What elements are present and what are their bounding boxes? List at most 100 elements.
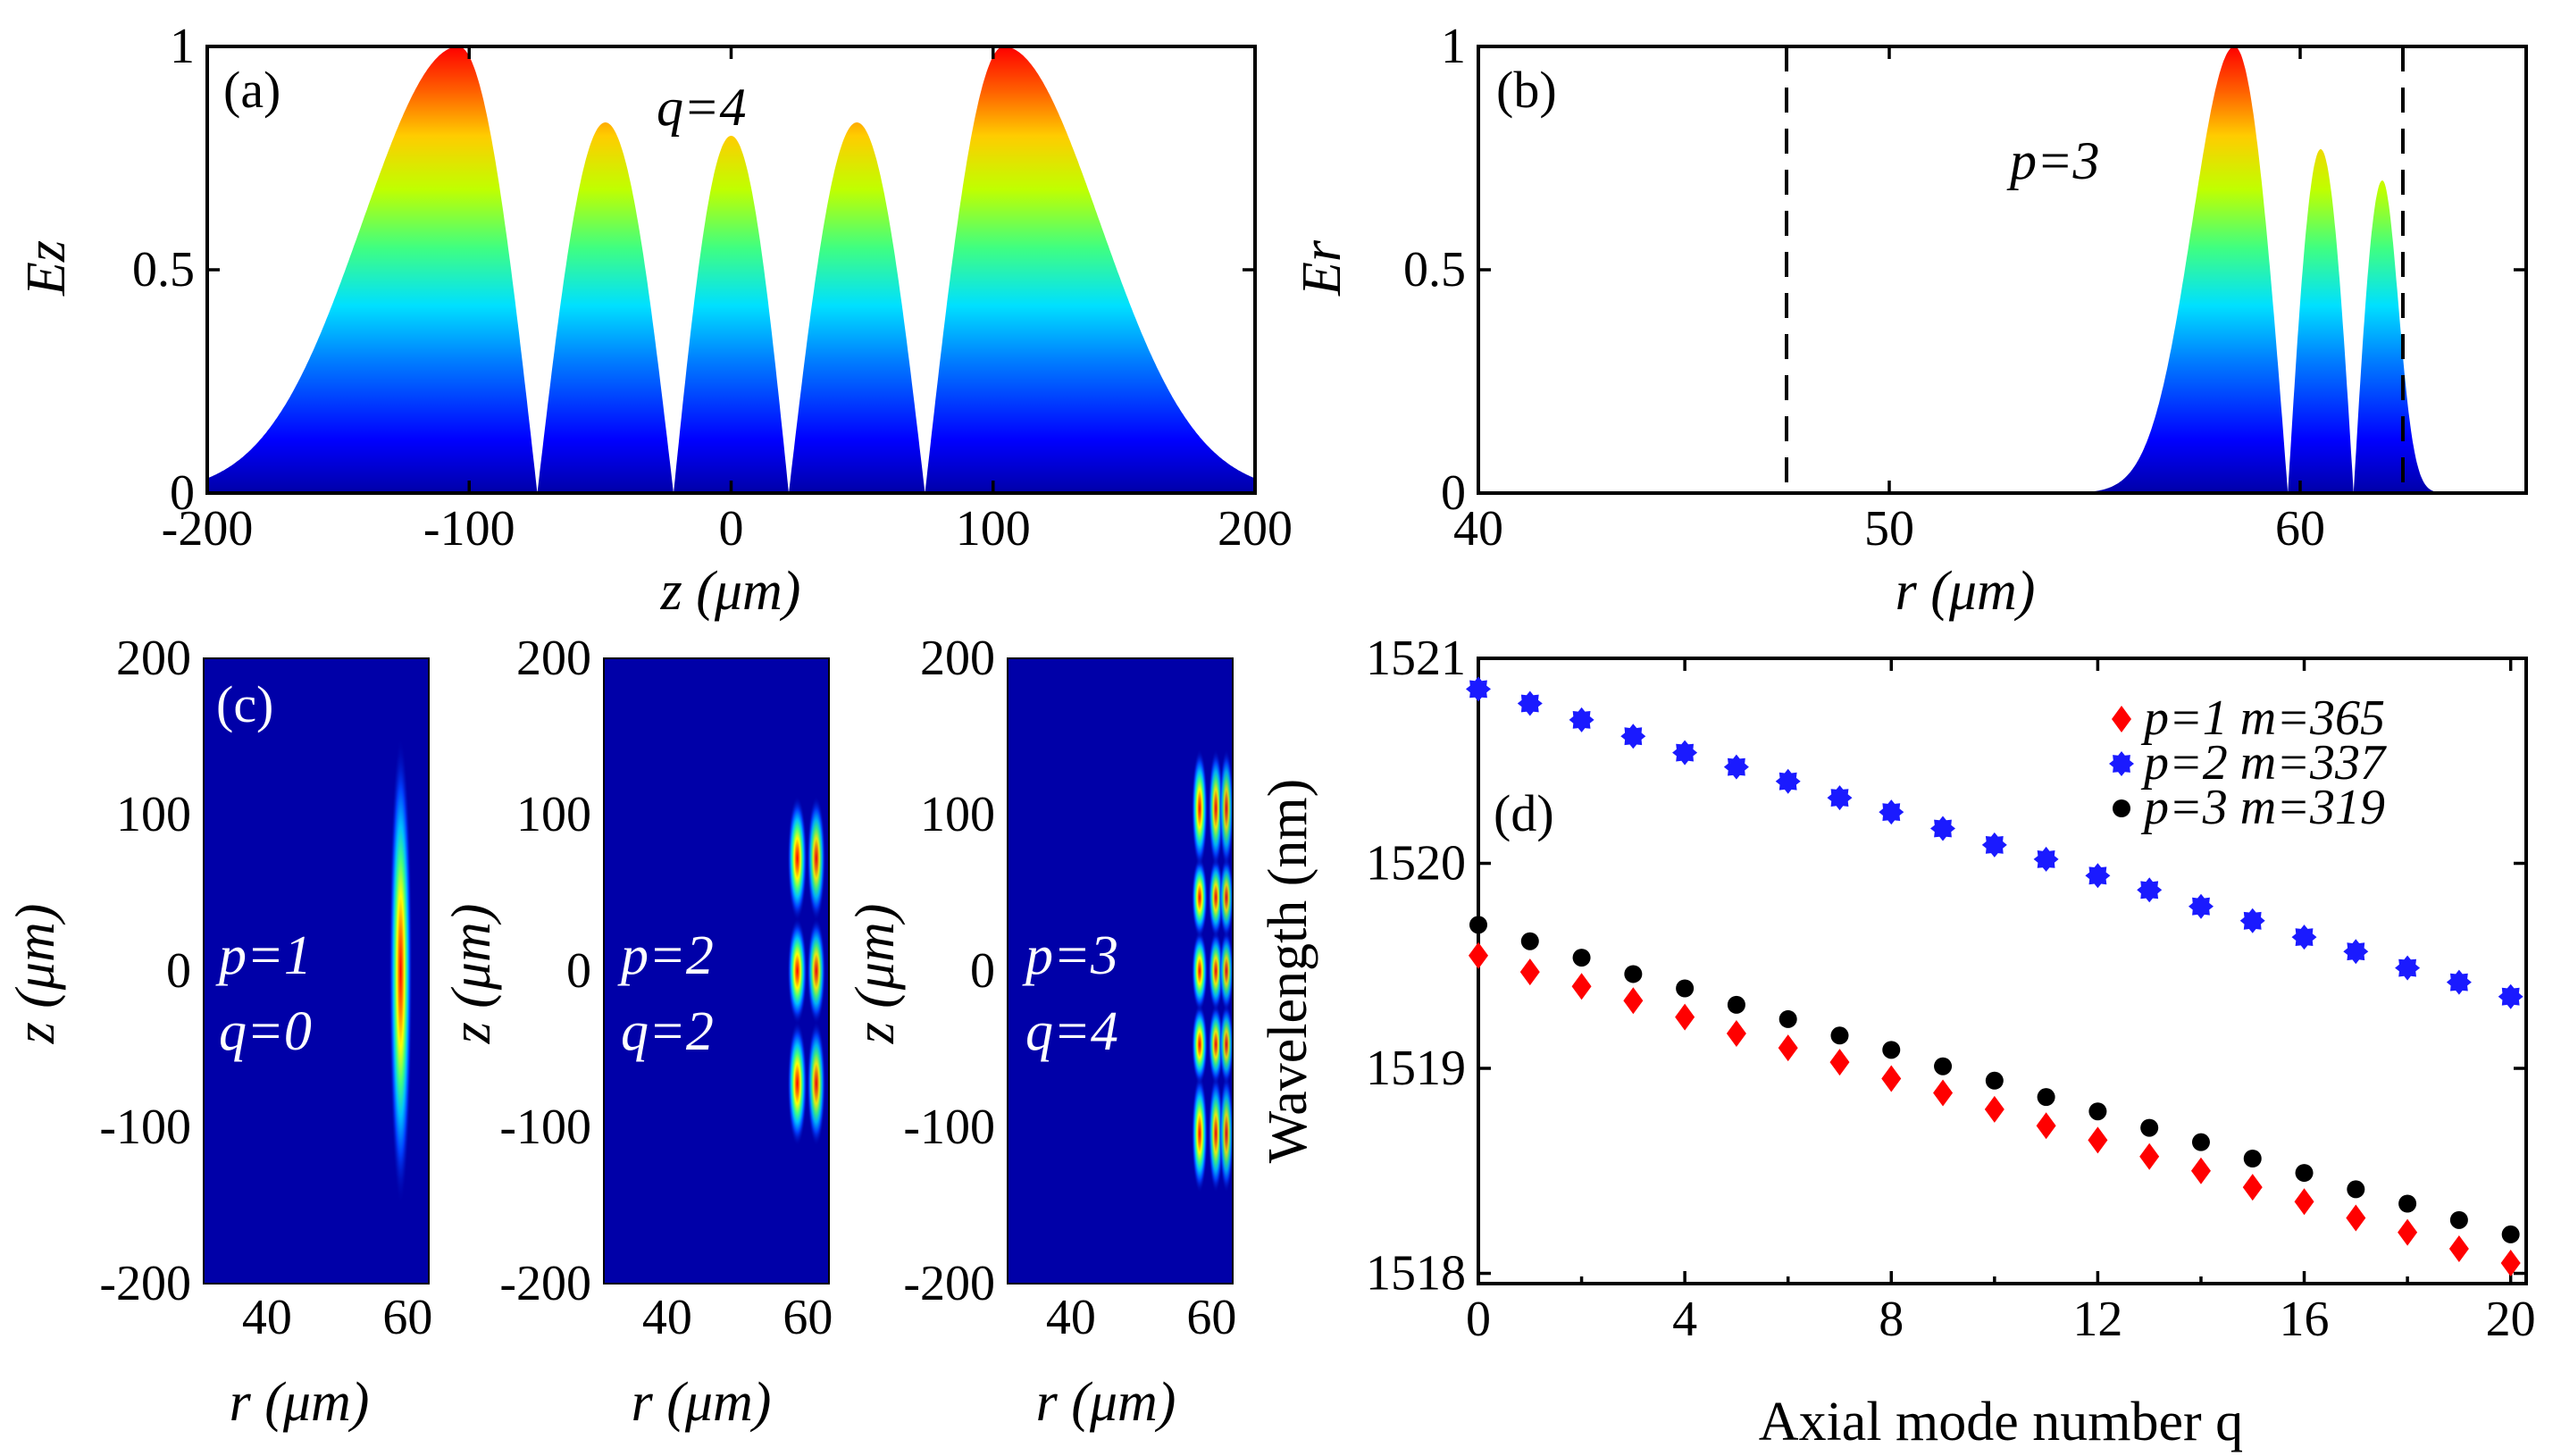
data-point [1981, 832, 2007, 858]
heatmap-lobe [807, 796, 826, 921]
data-point [1676, 979, 1695, 998]
series-p1 [1469, 941, 2521, 1277]
data-point [1879, 799, 1904, 825]
data-point [1469, 941, 1488, 969]
panel-d-ytick: 1519 [1366, 1041, 1466, 1096]
data-point [2088, 1126, 2108, 1154]
map-1-q-label: q=0 [219, 1001, 312, 1062]
map-3-xtick: 60 [1186, 1290, 1236, 1345]
panel-a-ytick: 1 [170, 19, 195, 74]
map-3-ytick: -200 [903, 1256, 995, 1311]
panel-a-chart: -200 -100 0 100 200 0 0.5 1 z (μm) Ez (a… [16, 19, 1293, 622]
heatmap-lobe [1218, 930, 1234, 1012]
map-2-ytick: 0 [566, 943, 591, 999]
legend-marker-p2 [2109, 751, 2134, 776]
panel-b-annotation: p=3 [2006, 131, 2100, 190]
panel-a-ytick: 0.5 [132, 242, 195, 297]
data-point [2085, 863, 2111, 889]
heatmap-frame [1007, 657, 1234, 1284]
map-1-xlabel: r (μm) [230, 1372, 370, 1433]
map-2-xlabel: r (μm) [632, 1372, 772, 1433]
panel-d-xtick: 16 [2280, 1292, 2330, 1347]
panel-b-chart: 40 50 60 0 0.5 1 r (μm) Er (b) p=3 [1292, 19, 2528, 622]
data-point [1934, 1057, 1953, 1075]
data-point [1778, 1034, 1798, 1062]
panel-b-ytick: 0 [1441, 465, 1466, 521]
data-point [1572, 949, 1591, 967]
panel-b-boundaries [1785, 46, 2405, 493]
map-2-p-label: p=2 [617, 925, 714, 986]
heatmap-lobe [1208, 1003, 1224, 1085]
data-point [2500, 1250, 2521, 1277]
data-point [2498, 983, 2523, 1009]
map-1-xtick: 40 [242, 1290, 292, 1345]
panel-c-label: (c) [216, 675, 273, 733]
map-2-q-label: q=2 [621, 1001, 714, 1062]
heatmap-lobe [1208, 749, 1224, 868]
heatmap-2 [603, 657, 830, 1284]
map-1-xtick: 60 [382, 1290, 432, 1345]
map-1-ytick: -200 [99, 1256, 191, 1311]
data-point [1620, 724, 1646, 749]
map-2-ytick: 200 [516, 631, 591, 686]
data-point [1727, 995, 1745, 1014]
data-point [2239, 908, 2265, 933]
panel-b-ytick: 1 [1441, 19, 1466, 74]
data-point [2036, 1112, 2056, 1140]
panel-d-xlabel: Axial mode number q [1759, 1392, 2243, 1452]
heatmap-lobe [1191, 1003, 1208, 1085]
legend-marker-p3 [2113, 799, 2130, 817]
heatmap-lobe [1191, 1074, 1208, 1193]
panel-a-xtick: 0 [719, 501, 744, 556]
panel-a-xtick: -200 [162, 501, 254, 556]
heatmap-lobe [1208, 930, 1224, 1012]
series-p3 [1469, 916, 2520, 1243]
legend-entry-p3: p=3 m=319 [2140, 780, 2385, 835]
panel-b-xtick: 40 [1453, 501, 1503, 556]
panel-d-xtick: 20 [2486, 1292, 2536, 1347]
data-point [1672, 740, 1698, 766]
data-point [1827, 785, 1853, 811]
data-point [1675, 1003, 1695, 1031]
panel-b-xtick: 50 [1864, 501, 1914, 556]
data-point [1829, 1049, 1850, 1076]
data-point [2446, 969, 2472, 995]
panel-d-ylabel: Wavelength (nm) [1258, 779, 1318, 1164]
data-point [2088, 1102, 2107, 1121]
map-3-xlabel: r (μm) [1036, 1372, 1176, 1433]
panel-b-xtick: 60 [2275, 501, 2325, 556]
data-point [2189, 893, 2214, 919]
heatmap-lobe [389, 736, 413, 1206]
heatmap-lobe [1218, 1003, 1234, 1085]
data-point [1882, 1041, 1901, 1059]
panel-a-xtick: -100 [423, 501, 515, 556]
panel-d-legend: p=1 m=365 p=2 m=337 p=3 m=319 [2109, 690, 2387, 835]
data-point [1984, 1095, 2004, 1123]
panel-a-field-area [207, 46, 1255, 493]
data-point [2343, 939, 2369, 965]
data-point [1775, 768, 1801, 794]
panel-a-annotation: q=4 [657, 78, 747, 137]
panel-b-ytick: 0.5 [1403, 242, 1466, 297]
data-point [1726, 1020, 1746, 1047]
data-point [1469, 916, 1487, 934]
legend-entry-p1: p=1 m=365 [2140, 690, 2385, 746]
data-point [2243, 1150, 2262, 1167]
data-point [2140, 1118, 2159, 1137]
map-1-ytick: -100 [99, 1100, 191, 1155]
heatmap-lobe [787, 917, 808, 1025]
map-2-ytick: -200 [499, 1256, 591, 1311]
heatmap-3 [1007, 657, 1234, 1284]
panel-d-ticks [1477, 657, 2526, 1284]
panel-d-ytick: 1518 [1366, 1246, 1466, 1301]
data-point [2295, 1164, 2314, 1183]
heatmap-lobe [807, 1021, 826, 1146]
panel-c-heatmaps: (c) p=1 q=0 p=2 q=2 p=3 q=4 200 100 0 -1… [5, 631, 1236, 1433]
heatmap-lobe [1218, 749, 1234, 868]
heatmap-lobe [1218, 857, 1234, 939]
data-point [2448, 1234, 2469, 1262]
data-point [2242, 1174, 2263, 1201]
data-point [1623, 987, 1644, 1015]
panel-a-ytick: 0 [170, 465, 195, 521]
